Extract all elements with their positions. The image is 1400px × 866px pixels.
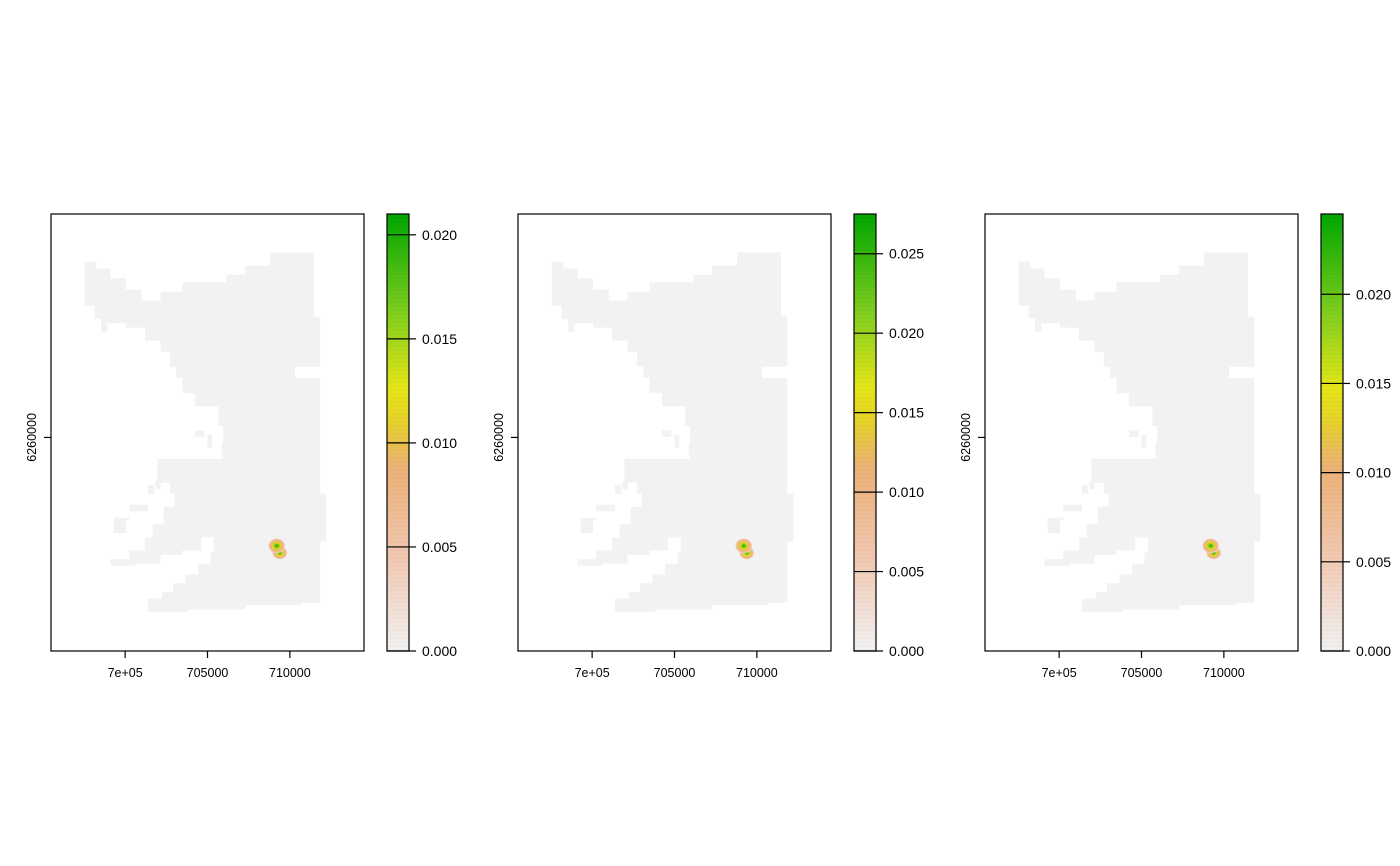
map-panel-3: 7e+05 705000 71000062600000.0000.0050.0100… xyxy=(959,213,1391,680)
study-area-fragment xyxy=(1155,443,1162,457)
legend-tick-label: 0.000 xyxy=(889,643,924,659)
study-area-fragment xyxy=(155,480,161,490)
legend-tick-label: 0.015 xyxy=(889,405,924,421)
x-tick-label: 705000 xyxy=(1121,666,1163,680)
legend-tick-label: 0.000 xyxy=(1356,643,1391,659)
density-hotspot xyxy=(1201,537,1220,554)
density-hotspot xyxy=(734,537,753,554)
legend-tick-label: 0.000 xyxy=(422,643,457,659)
x-tick-label: 710000 xyxy=(1203,666,1245,680)
study-area-fragment xyxy=(194,430,205,437)
y-tick-label: 6260000 xyxy=(492,413,506,462)
study-area-fragment xyxy=(1128,430,1139,437)
x-tick-label: 710000 xyxy=(736,666,778,680)
legend-tick-label: 0.005 xyxy=(422,539,457,555)
x-tick-label: 705000 xyxy=(654,666,696,680)
study-area-fragment xyxy=(688,443,695,457)
color-scale-bar xyxy=(387,214,409,651)
study-area-fragment xyxy=(661,430,672,437)
study-area-fragment xyxy=(615,484,619,494)
map-panel-1: 7e+05 705000 71000062600000.0000.0050.0100… xyxy=(25,213,457,680)
study-area-raster xyxy=(1018,252,1267,612)
study-area-fragment xyxy=(1141,434,1147,448)
study-area-fragment xyxy=(1089,480,1095,490)
y-tick-label: 6260000 xyxy=(25,413,39,462)
density-hotspot xyxy=(267,537,286,554)
color-legend-1: 0.000 0.005 0.010 0.015 0.020 xyxy=(386,213,457,659)
color-scale-bar xyxy=(854,214,876,651)
legend-tick-label: 0.020 xyxy=(1356,286,1391,302)
x-tick-label: 710000 xyxy=(269,666,311,680)
color-legend-3: 0.000 0.005 0.010 0.015 0.020 xyxy=(1320,213,1391,659)
legend-tick-label: 0.015 xyxy=(1356,375,1391,391)
study-area-raster xyxy=(551,252,800,612)
study-area-fragment xyxy=(674,434,680,448)
legend-tick-label: 0.005 xyxy=(889,564,924,580)
legend-tick-label: 0.010 xyxy=(1356,465,1391,481)
study-area-fragment xyxy=(622,480,628,490)
study-area-raster xyxy=(84,252,333,612)
x-tick-label: 705000 xyxy=(187,666,229,680)
legend-tick-label: 0.010 xyxy=(422,435,457,451)
legend-tick-label: 0.005 xyxy=(1356,554,1391,570)
study-area-fragment xyxy=(148,484,152,494)
legend-tick-label: 0.010 xyxy=(889,484,924,500)
color-legend-2: 0.000 0.005 0.010 0.015 0.020 0.025 xyxy=(853,213,924,659)
y-tick-label: 6260000 xyxy=(959,413,973,462)
legend-tick-label: 0.015 xyxy=(422,331,457,347)
color-scale-bar xyxy=(1321,214,1343,651)
study-area-fragment xyxy=(1082,484,1086,494)
x-tick-label: 7e+05 xyxy=(108,666,143,680)
legend-tick-label: 0.020 xyxy=(889,325,924,341)
study-area-fragment xyxy=(221,443,228,457)
x-tick-label: 7e+05 xyxy=(1042,666,1077,680)
legend-tick-label: 0.025 xyxy=(889,246,924,262)
map-panel-2: 7e+05 705000 71000062600000.0000.0050.0100… xyxy=(492,213,924,680)
legend-tick-label: 0.020 xyxy=(422,227,457,243)
study-area-fragment xyxy=(207,434,213,448)
x-tick-label: 7e+05 xyxy=(575,666,610,680)
